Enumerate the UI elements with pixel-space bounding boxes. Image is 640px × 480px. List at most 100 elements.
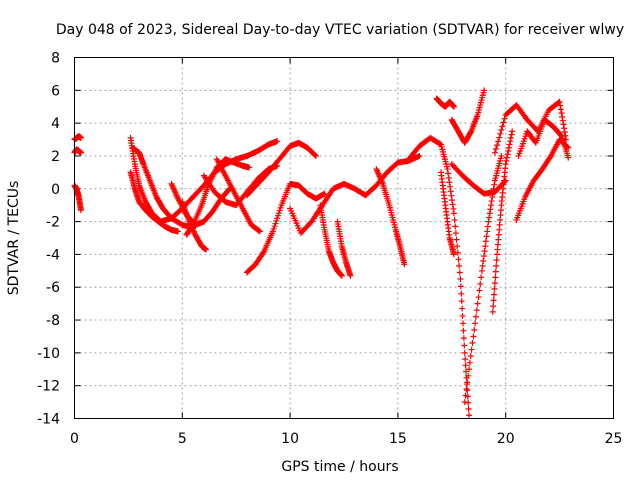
grid-lines [74,57,614,419]
data-point [491,280,498,287]
data-point [272,220,279,227]
x-tick-label: 25 [605,431,623,447]
data-point [256,227,263,234]
data-point [472,313,479,320]
data-point [498,127,505,134]
data-point [501,115,508,122]
data-point [482,238,489,245]
data-point [276,207,283,214]
data-point [558,110,565,117]
y-tick-label: 0 [51,182,60,198]
data-point [505,144,512,151]
data-point [445,174,452,181]
data-point [464,379,471,386]
data-point [492,268,499,275]
data-point [491,181,498,188]
series-arc-16 [334,218,354,279]
data-point [508,131,515,138]
data-point [482,243,489,250]
data-point [480,257,487,264]
series-arc-24 [489,128,516,315]
data-point [556,98,563,105]
data-point [479,262,486,269]
data-point [561,128,568,135]
data-point [401,261,408,268]
data-point [452,230,459,237]
data-point [246,164,253,171]
data-point [448,192,455,199]
data-point [499,123,506,130]
x-tick-label: 0 [70,431,79,447]
data-point [454,243,461,250]
data-point [505,148,512,155]
x-axis-label: GPS time / hours [281,459,398,475]
data-point [269,228,276,235]
data-point [416,152,423,159]
data-point [489,308,496,315]
data-point [460,320,467,327]
data-point [559,117,566,124]
data-point [347,272,354,279]
y-tick-label: -10 [37,346,60,362]
series-arc-20 [438,169,457,258]
data-point [458,298,465,305]
data-point [469,340,476,347]
data-point [275,212,282,219]
data-point [486,214,493,221]
y-tick-label: 8 [51,51,60,67]
data-point [504,151,511,158]
data-point [274,215,281,222]
data-point [474,300,481,307]
series-arc-6 [129,144,197,232]
data-point [465,399,472,406]
data-point [436,140,443,147]
data-point [203,246,210,253]
data-point [463,385,470,392]
y-tick-label: -2 [46,215,60,231]
data-point [459,305,466,312]
data-point [462,356,469,363]
series-arc-12 [243,180,328,276]
data-point [466,412,473,419]
data-point [465,405,472,412]
data-point [275,210,282,217]
data-point [468,346,475,353]
data-point [456,269,463,276]
series-arc-2 [71,146,84,156]
data-point [483,233,490,240]
data-point [493,257,500,264]
data-point [507,134,514,141]
data-point [487,206,494,213]
data-point [77,134,84,141]
series-arc-13 [243,139,319,199]
y-tick-label: 2 [51,149,60,165]
x-tick-label: 10 [281,431,299,447]
series-arc-21 [448,87,488,146]
data-points [71,87,572,419]
series-arc-8 [179,198,210,253]
data-point [502,161,509,168]
data-point [460,335,467,342]
data-point [174,228,181,235]
data-point [484,223,491,230]
y-tick-label: -14 [37,412,60,428]
data-point [478,274,485,281]
data-point [486,210,493,217]
series-arc-22 [461,152,505,406]
data-point [473,307,480,314]
data-point [456,262,463,269]
x-tick-labels: 0 5 10 15 20 25 [70,431,622,447]
data-point [451,216,458,223]
data-point [464,387,471,394]
data-point [445,170,452,177]
data-point [447,188,454,195]
data-point [492,145,499,152]
data-point [461,399,468,406]
data-point [260,249,267,256]
data-point [77,149,84,156]
data-point [484,228,491,235]
data-point [561,125,568,132]
data-point [77,207,84,214]
x-tick-label: 20 [497,431,515,447]
axis-ticks [74,57,614,419]
